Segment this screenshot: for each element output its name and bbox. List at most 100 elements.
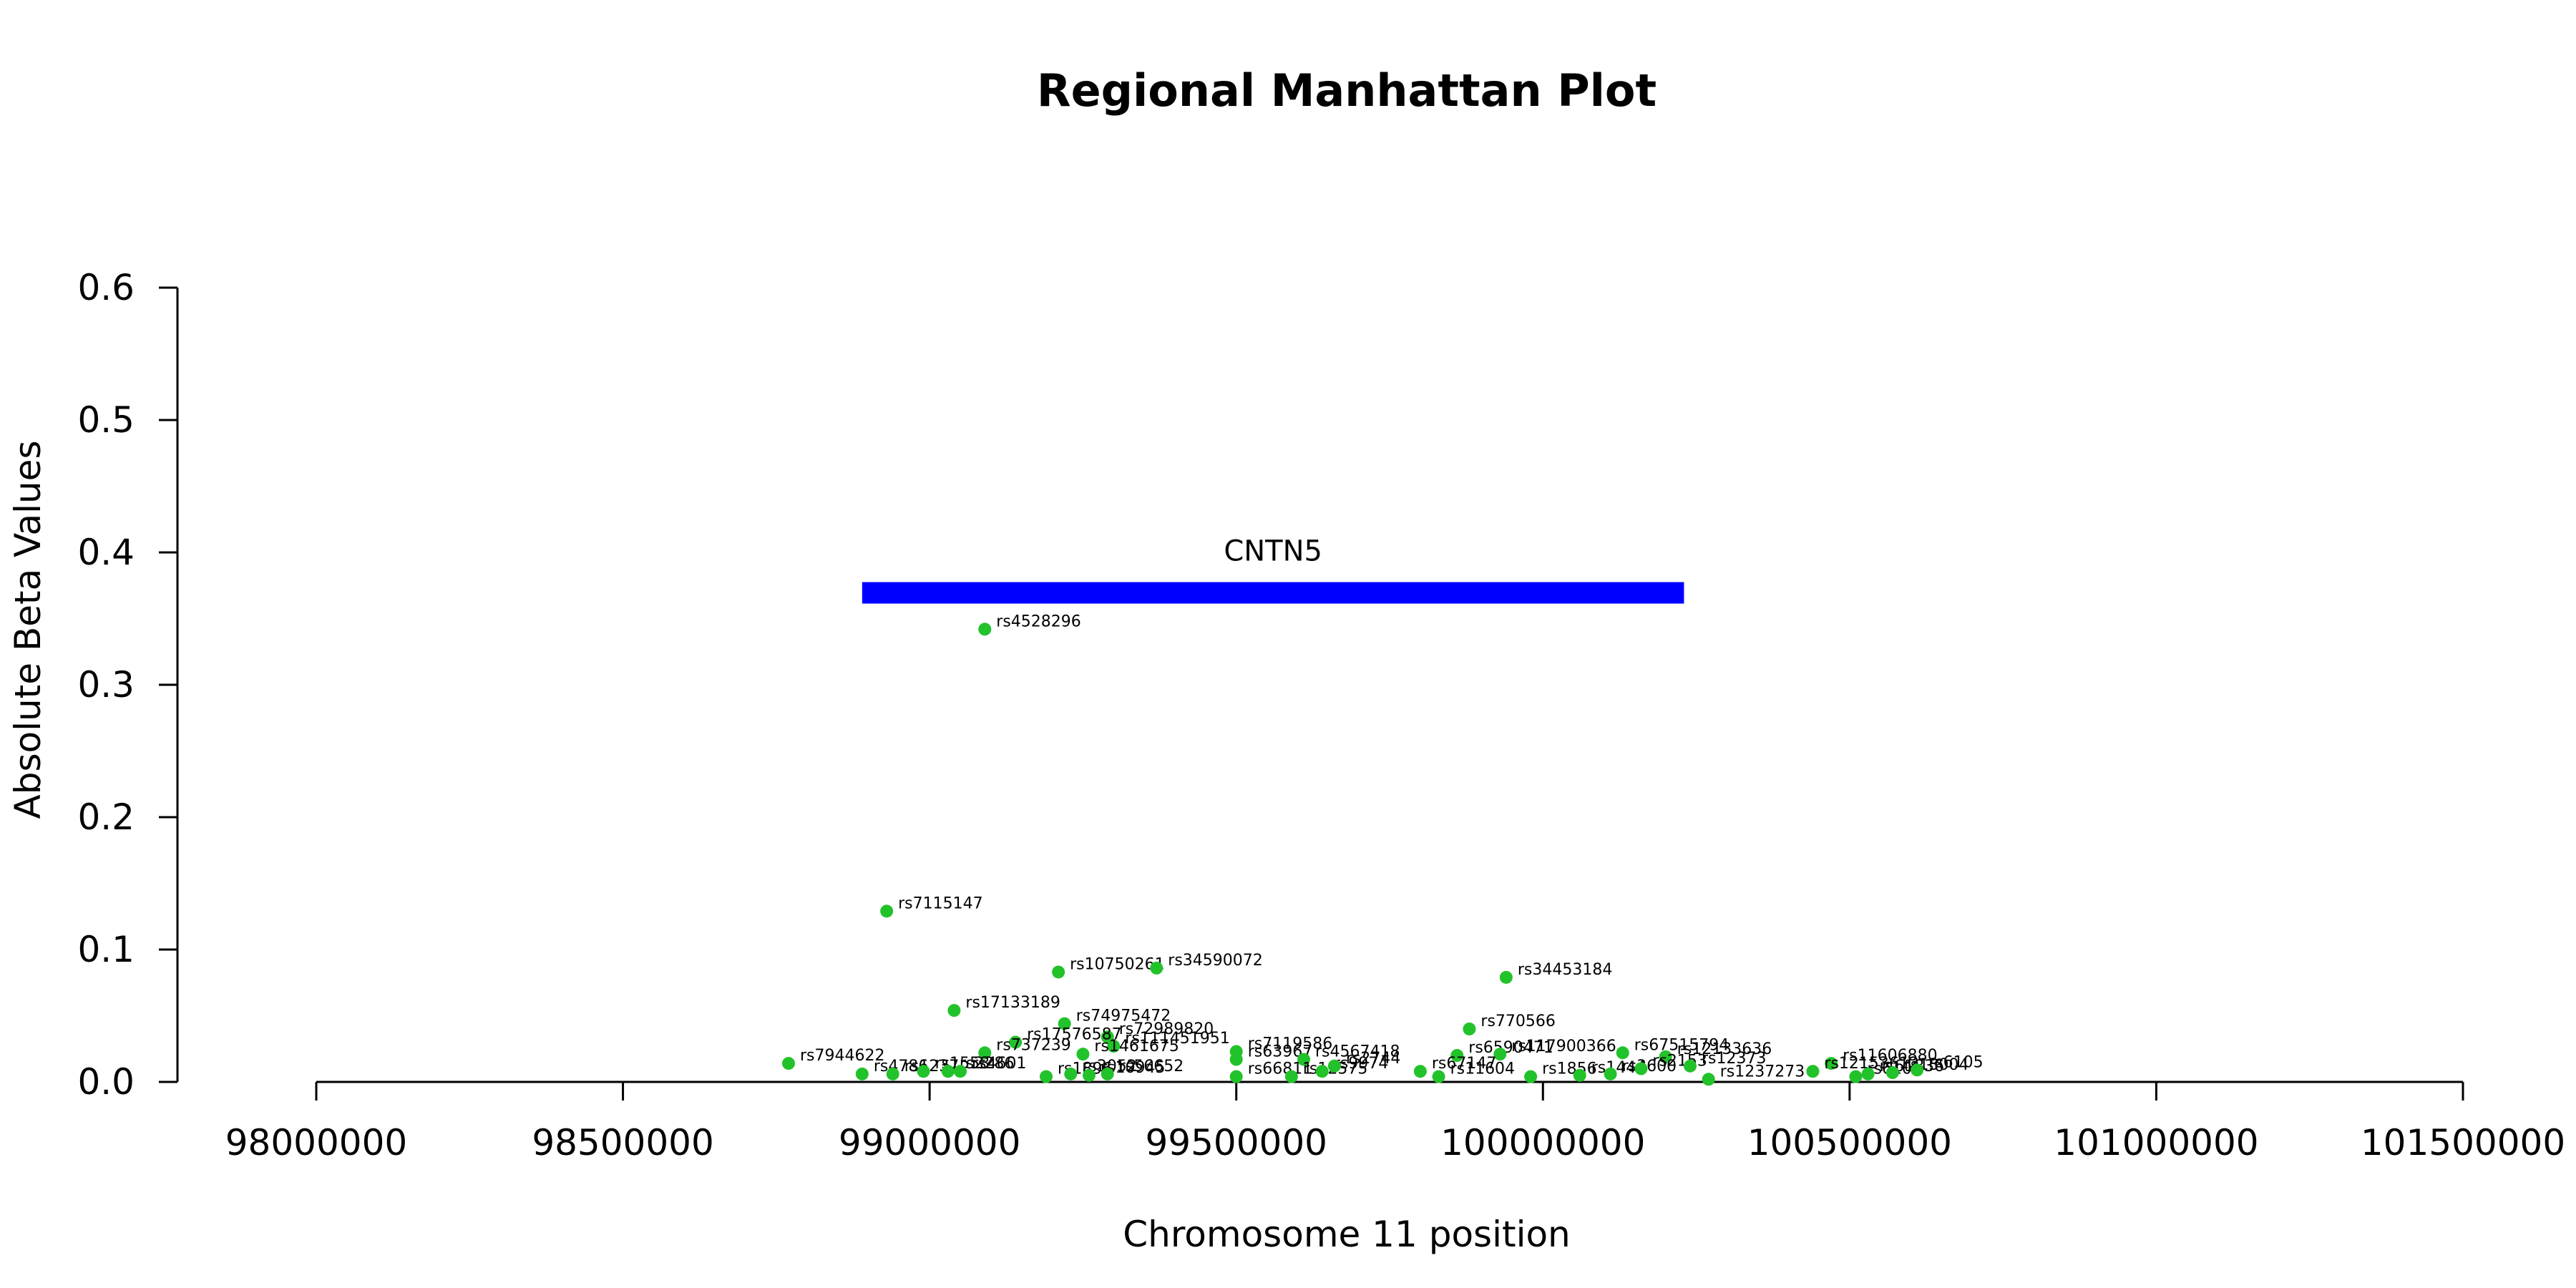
- y-tick-label: 0.3: [77, 664, 135, 706]
- point-label: rs34453184: [1518, 961, 1612, 979]
- point-label: rs11604: [1450, 1060, 1515, 1078]
- data-point: [978, 1046, 992, 1060]
- point-label: rs6105: [1928, 1053, 1984, 1071]
- point-label: rs1856: [1542, 1060, 1597, 1078]
- x-axis: 98000000 98500000 99000000 99500000 10000000…: [225, 1080, 2565, 1163]
- data-point: [1052, 965, 1065, 979]
- data-point: [1573, 1068, 1586, 1082]
- data-point: [1315, 1065, 1329, 1078]
- data-point: [1524, 1070, 1538, 1083]
- data-point: [1450, 1049, 1464, 1062]
- y-tick-label: 0.2: [77, 796, 135, 838]
- x-tick-label: 99000000: [839, 1122, 1021, 1163]
- point-label: rs11606880: [1843, 1047, 1937, 1065]
- point-label: rs17576587: [1027, 1026, 1121, 1044]
- point-label: rs12133636: [1677, 1040, 1772, 1058]
- data-point: [1684, 1059, 1697, 1073]
- point-label: rs4528296: [996, 613, 1081, 630]
- data-point: [1101, 1067, 1114, 1080]
- data-point: [1058, 1017, 1071, 1030]
- point-label: rs4567418: [1315, 1043, 1400, 1061]
- data-point: [1499, 970, 1513, 984]
- data-point: [880, 904, 894, 918]
- data-point: [1064, 1067, 1078, 1080]
- point-label: rs66811: [1248, 1060, 1313, 1078]
- point-label: rs67515794: [1634, 1036, 1729, 1054]
- data-point: [1493, 1048, 1507, 1061]
- point-label: rs737239: [996, 1036, 1071, 1054]
- data-point: [978, 623, 992, 636]
- x-tick-label: 99500000: [1145, 1122, 1327, 1163]
- point-label: rs74975472: [1076, 1008, 1171, 1025]
- point-label: rs12373: [1702, 1050, 1767, 1068]
- point-label: rs9974: [1334, 1055, 1389, 1073]
- data-point: [1604, 1067, 1617, 1080]
- data-points: rs4528296 rs7115147 rs10750261 rs34590072 rs…: [782, 613, 1984, 1086]
- data-point: [1885, 1066, 1899, 1080]
- data-point: [917, 1065, 930, 1078]
- point-label: rs4601: [972, 1055, 1027, 1073]
- point-label: rs2153: [1652, 1053, 1707, 1070]
- point-label: rs34590072: [1168, 952, 1262, 970]
- point-label: rs1461675: [1094, 1038, 1179, 1055]
- point-label: rs111451951: [1125, 1030, 1229, 1048]
- x-tick-label: 100500000: [1747, 1122, 1952, 1163]
- data-point: [1463, 1023, 1476, 1035]
- data-point: [1076, 1048, 1090, 1061]
- data-point: [1616, 1046, 1629, 1060]
- data-point: [947, 1004, 961, 1018]
- point-label: rs67147: [1432, 1055, 1497, 1073]
- data-point: [1101, 1030, 1114, 1044]
- y-tick-label: 0.4: [77, 532, 135, 573]
- x-tick-label: 98000000: [225, 1122, 408, 1163]
- point-label: rs7944622: [800, 1047, 885, 1065]
- x-tick-label: 98500000: [532, 1122, 714, 1163]
- point-label: rs72989820: [1119, 1020, 1214, 1038]
- point-label: rs1237273: [1720, 1063, 1805, 1080]
- data-point: [1009, 1035, 1023, 1049]
- point-label: rs3600: [1622, 1058, 1677, 1075]
- data-point: [941, 1065, 955, 1078]
- point-label: rs56652: [1119, 1058, 1184, 1075]
- y-tick-label: 0.1: [77, 929, 135, 970]
- data-point: [1825, 1057, 1838, 1070]
- data-point: [1861, 1067, 1875, 1080]
- point-label: rs7115147: [898, 894, 983, 912]
- x-tick-label: 101500000: [2361, 1122, 2565, 1163]
- y-tick-label: 0.0: [77, 1061, 135, 1103]
- point-label: rs10750261: [1070, 955, 1164, 973]
- x-tick-label: 101000000: [2054, 1122, 2258, 1163]
- data-point: [1083, 1068, 1096, 1082]
- data-point: [1432, 1070, 1445, 1083]
- y-tick-label: 0.5: [77, 399, 135, 441]
- gene-track: CNTN5: [862, 535, 1684, 604]
- point-label: rs770566: [1480, 1013, 1556, 1030]
- data-point: [886, 1067, 899, 1080]
- data-point: [782, 1057, 795, 1070]
- data-point: [1911, 1063, 1924, 1077]
- y-axis: 0.0 0.1 0.2 0.3 0.4 0.5 0.6: [77, 267, 179, 1103]
- data-point: [1284, 1070, 1298, 1083]
- y-axis-label: Absolute Beta Values: [7, 441, 49, 819]
- gene-bar: [862, 582, 1684, 604]
- point-label: rs2744: [1346, 1050, 1401, 1068]
- data-point: [954, 1065, 967, 1078]
- point-label: rs17133189: [965, 994, 1060, 1012]
- data-point: [1327, 1059, 1341, 1073]
- data-point: [1107, 1040, 1121, 1053]
- chart-title: Regional Manhattan Plot: [1037, 64, 1657, 117]
- y-tick-label: 0.6: [77, 267, 135, 308]
- data-point: [1150, 961, 1163, 975]
- data-point: [1229, 1053, 1243, 1066]
- x-tick-label: 100000000: [1440, 1122, 1645, 1163]
- data-point: [855, 1067, 869, 1080]
- data-point: [1806, 1065, 1820, 1078]
- data-point: [1297, 1053, 1310, 1066]
- data-point: [1702, 1073, 1715, 1086]
- data-point: [1659, 1050, 1672, 1063]
- data-point: [1040, 1070, 1053, 1083]
- point-label: rs2286: [960, 1055, 1015, 1073]
- point-label: rs117900366: [1511, 1038, 1616, 1055]
- gene-label: CNTN5: [1224, 535, 1322, 568]
